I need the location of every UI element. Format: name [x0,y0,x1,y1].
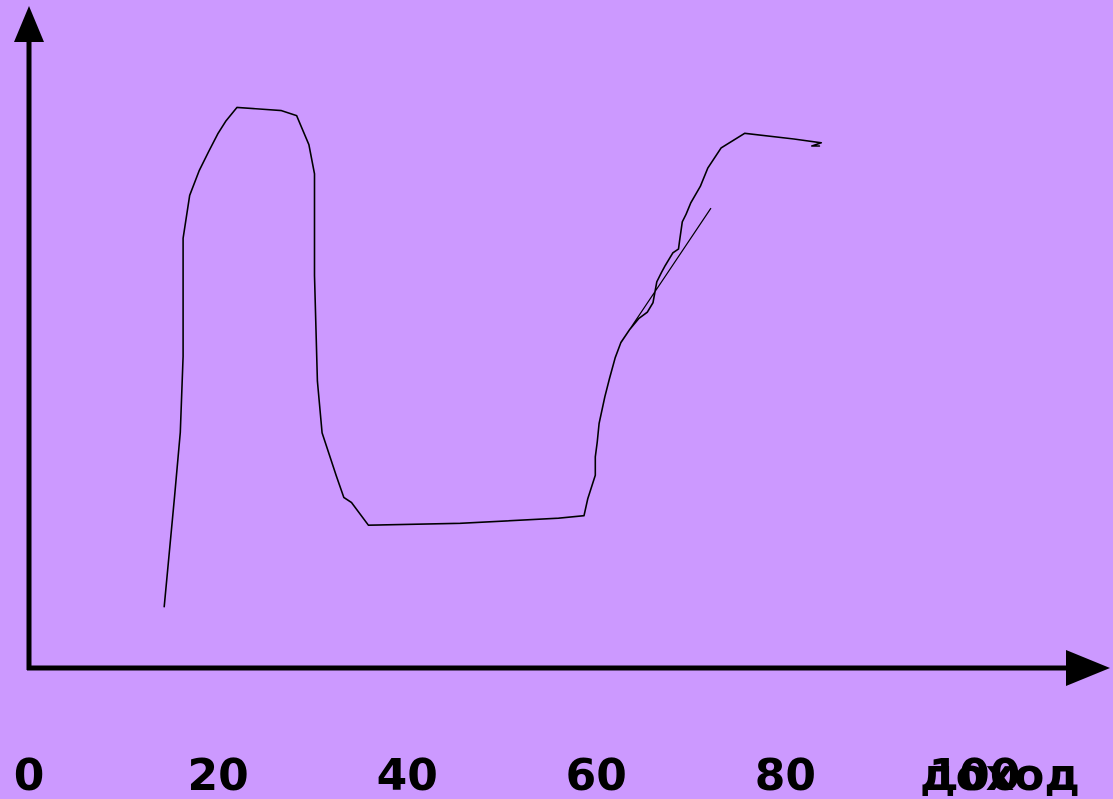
series-layer [163,106,823,608]
y-axis-arrow-icon [14,6,44,42]
y-axis [14,6,44,670]
x-axis-label: доход [920,750,1080,799]
x-axis-arrow-icon [1066,650,1110,686]
x-axis [27,650,1110,686]
x-tick-labels: 0 20 40 60 80 100 [14,750,1021,799]
series-line-2 [620,207,712,344]
x-tick-label: 40 [377,750,438,799]
x-tick-label: 20 [187,750,248,799]
x-tick-label: 100 [929,750,1021,799]
x-tick-label: 60 [566,750,627,799]
x-tick-label: 80 [755,750,816,799]
x-tick-label: 0 [14,750,45,799]
series-line-1 [163,106,823,608]
